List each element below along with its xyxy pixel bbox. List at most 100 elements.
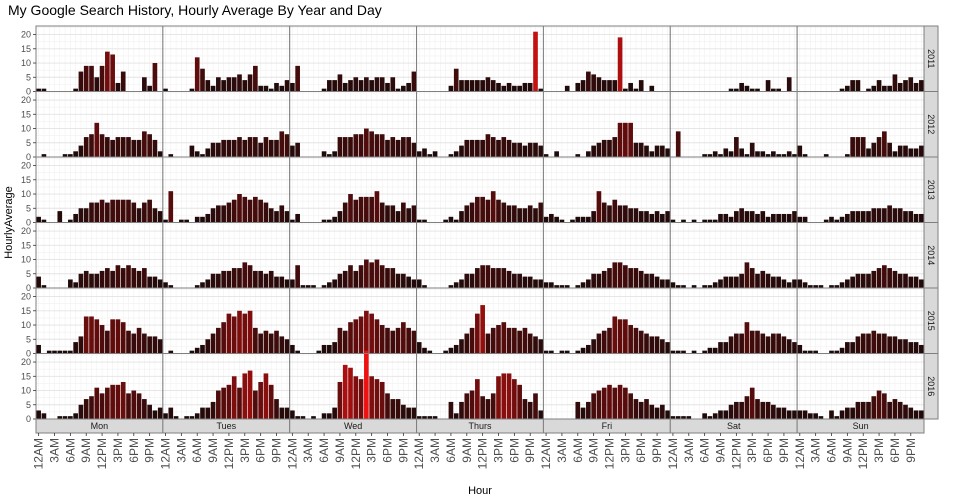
- bar-2014-Fri-8AM: [586, 279, 591, 288]
- x-tick-label: 6PM: [507, 438, 521, 463]
- x-tick-label: 6PM: [634, 438, 648, 463]
- bar-2014-Sat-10PM: [786, 282, 792, 288]
- bar-2016-Sat-6AM: [702, 413, 707, 419]
- bar-2016-Thurs-3AM: [432, 416, 438, 419]
- bar-2012-Mon-2PM: [110, 139, 115, 157]
- bar-2016-Sun-2AM: [808, 413, 813, 419]
- x-tick-label: 12AM: [793, 438, 807, 469]
- panel-background: [416, 353, 544, 419]
- bar-2011-Sat-8PM: [776, 88, 781, 92]
- bar-2012-Thurs-8AM: [459, 145, 464, 157]
- bar-2013-Sun-9AM: [845, 213, 850, 223]
- bar-2013-Thurs-9AM: [464, 205, 470, 223]
- bar-2011-Mon-12PM: [99, 65, 105, 92]
- bar-2014-Sat-6PM: [765, 273, 771, 288]
- bar-2013-Sun-8PM: [903, 211, 908, 223]
- bar-2012-Tues-11PM: [284, 134, 290, 157]
- bar-2016-Wed-8PM: [395, 399, 401, 419]
- bar-2015-Sat-6PM: [765, 336, 771, 354]
- bar-2011-Fri-11AM: [601, 80, 607, 92]
- bar-2015-Mon-7PM: [136, 327, 142, 354]
- bar-2015-Wed-10AM: [342, 330, 348, 354]
- bar-2012-Sat-1PM: [739, 148, 744, 157]
- bar-2016-Wed-7PM: [390, 399, 396, 419]
- bar-2014-Tues-3PM: [242, 262, 248, 288]
- bar-2016-Fri-7AM: [580, 407, 586, 419]
- bar-2012-Thurs-9PM: [527, 142, 533, 157]
- bar-2014-Sat-4AM: [691, 285, 697, 288]
- bar-2016-Sun-8PM: [903, 404, 908, 419]
- bar-2014-Thurs-4PM: [501, 268, 507, 288]
- bar-2014-Sun-7PM: [897, 273, 903, 288]
- bar-2014-Wed-4PM: [374, 259, 380, 288]
- bar-2013-Thurs-7AM: [453, 219, 459, 223]
- bar-2011-Sat-11AM: [728, 88, 734, 92]
- bar-2011-Sun-11AM: [855, 80, 861, 92]
- bar-2014-Mon-10AM: [89, 273, 94, 288]
- bar-2012-Mon-6AM: [68, 154, 73, 157]
- bar-2012-Fri-12PM: [607, 139, 612, 157]
- y-tick-label: 15: [21, 371, 31, 381]
- bar-2016-Tues-2PM: [237, 387, 242, 419]
- bar-2015-Thurs-3PM: [496, 325, 501, 354]
- bar-2013-Sat-4PM: [755, 213, 760, 223]
- bar-2014-Tues-6PM: [258, 270, 263, 288]
- bar-2016-Mon-4PM: [120, 381, 126, 419]
- bar-2014-Mon-3PM: [115, 265, 121, 288]
- bar-2015-Thurs-10AM: [469, 327, 475, 354]
- x-tick-label: 9PM: [650, 438, 664, 463]
- day-strip-label: Fri: [602, 421, 613, 431]
- x-tick-label: 12AM: [666, 438, 680, 469]
- y-tick-label: 15: [21, 306, 31, 316]
- bar-2011-Thurs-1PM: [485, 77, 491, 92]
- bar-2013-Mon-11PM: [157, 211, 163, 223]
- panel-background: [36, 222, 163, 288]
- bar-2016-Mon-11AM: [94, 387, 100, 419]
- bar-2015-Sun-7AM: [834, 350, 840, 354]
- x-tick-label: 3AM: [682, 438, 696, 463]
- bar-2016-Sun-10PM: [913, 410, 919, 419]
- bar-2015-Tues-12PM: [226, 313, 232, 354]
- bar-2012-Thurs-6PM: [512, 142, 517, 157]
- bar-2013-Mon-8AM: [78, 208, 84, 223]
- bar-2012-Thurs-3AM: [432, 151, 438, 157]
- bar-2011-Sat-1PM: [739, 82, 744, 92]
- bar-2014-Mon-6AM: [68, 279, 73, 288]
- bar-2012-Tues-5AM: [189, 145, 195, 157]
- y-tick-label: 0: [26, 218, 31, 228]
- bar-2013-Mon-8PM: [142, 202, 147, 223]
- panel-2015-Sun: [796, 287, 925, 354]
- facet-grid: 0 5 10 15 20 2011 0 5 10 15 20 2012 0 5 10 15 20 2013 0 5 10…: [21, 25, 939, 469]
- bar-2016-Wed-10AM: [342, 364, 348, 419]
- bar-2015-Mon-6PM: [131, 333, 137, 354]
- panel-2013-Mon: [35, 156, 164, 223]
- bar-2011-Fri-2PM: [617, 37, 623, 92]
- bar-2011-Wed-11PM: [411, 71, 417, 92]
- bar-2012-Sun-3PM: [876, 137, 882, 157]
- bar-2015-Thurs-10PM: [533, 336, 538, 354]
- x-tick-label: 3AM: [809, 438, 823, 463]
- bar-2016-Sun-9AM: [845, 407, 850, 419]
- bar-2013-Sat-12AM: [670, 219, 676, 223]
- bar-2015-Tues-6PM: [258, 333, 263, 354]
- panel-2015-Thurs: [416, 287, 544, 354]
- bar-2015-Thurs-12AM: [416, 342, 422, 354]
- panel-2016-Mon: [35, 353, 164, 420]
- bar-2011-Mon-1PM: [105, 51, 110, 92]
- bar-2014-Sun-6AM: [829, 285, 834, 288]
- bar-2014-Sun-4PM: [882, 265, 887, 288]
- bar-2012-Tues-6AM: [194, 151, 200, 157]
- x-tick-label: 3AM: [301, 438, 315, 463]
- bar-2014-Wed-12PM: [353, 270, 359, 288]
- bar-2012-Fri-2PM: [617, 122, 623, 157]
- bar-2016-Sun-11AM: [855, 401, 861, 419]
- bar-2012-Wed-12PM: [353, 134, 359, 157]
- x-tick-label: 6PM: [888, 438, 902, 463]
- bar-2014-Thurs-12AM: [416, 279, 422, 288]
- bar-2015-Tues-7AM: [200, 344, 205, 354]
- bar-2012-Wed-10PM: [406, 137, 411, 157]
- panel-2014-Thurs: [416, 222, 544, 289]
- bar-2014-Fri-1AM: [549, 282, 554, 288]
- bar-2015-Sat-6AM: [702, 350, 707, 354]
- bar-2015-Sun-2AM: [808, 350, 813, 354]
